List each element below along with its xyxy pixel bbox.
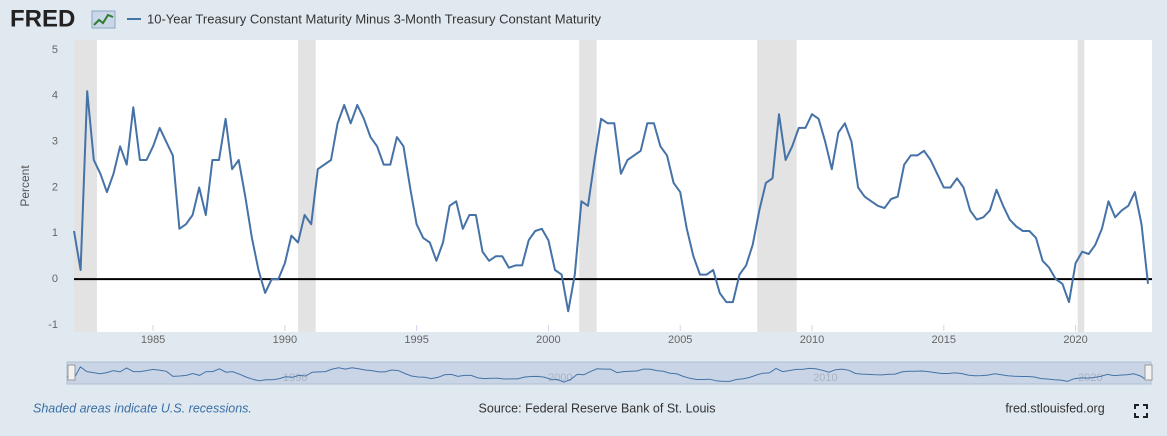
recession-band bbox=[1077, 40, 1085, 332]
x-tick-label: 1995 bbox=[404, 334, 428, 346]
y-tick-label: 2 bbox=[52, 181, 58, 193]
navigator-label: 1990 bbox=[283, 372, 307, 384]
x-tick-label: 1985 bbox=[141, 334, 165, 346]
navigator-line bbox=[66, 366, 1148, 383]
y-axis-label: Percent bbox=[18, 165, 32, 207]
recession-band bbox=[298, 40, 316, 332]
logo: FRED bbox=[10, 5, 75, 32]
x-tick-label: 1990 bbox=[273, 334, 297, 346]
source: Source: Federal Reserve Bank of St. Loui… bbox=[479, 401, 716, 415]
y-tick-label: 0 bbox=[52, 273, 58, 285]
recession-band bbox=[757, 40, 797, 332]
navigator-handle[interactable] bbox=[1144, 364, 1153, 381]
y-tick-label: 1 bbox=[52, 227, 58, 239]
navigator bbox=[66, 361, 1152, 385]
y-tick-label: 4 bbox=[52, 90, 58, 102]
navigator-handle[interactable] bbox=[67, 364, 76, 381]
recession-note: Shaded areas indicate U.S. recessions. bbox=[33, 401, 252, 415]
y-tick-label: 3 bbox=[52, 136, 58, 148]
y-tick-label: 5 bbox=[52, 44, 58, 56]
y-tick-label: -1 bbox=[48, 319, 58, 331]
plot-area bbox=[74, 40, 1152, 332]
logo-icon bbox=[91, 10, 116, 29]
fullscreen-button[interactable] bbox=[1134, 404, 1148, 418]
legend-label: 10-Year Treasury Constant Maturity Minus… bbox=[147, 11, 601, 26]
navigator-label: 2000 bbox=[548, 372, 572, 384]
series-line bbox=[73, 90, 1149, 313]
recession-band bbox=[579, 40, 597, 332]
recession-band bbox=[74, 40, 97, 332]
x-tick-label: 2005 bbox=[668, 334, 692, 346]
x-tick-label: 2000 bbox=[536, 334, 560, 346]
plot: -1 0 1 2 3 4 5 1985 1990 1995 2000 2005 2010 2015 2020 bbox=[48, 40, 1152, 346]
navigator-label: 2010 bbox=[813, 372, 837, 384]
x-tick-label: 2015 bbox=[932, 334, 956, 346]
navigator-series: 1990 2000 2010 2020 bbox=[66, 366, 1148, 384]
site-url[interactable]: fred.stlouisfed.org bbox=[1005, 401, 1104, 415]
x-tick-label: 2010 bbox=[800, 334, 824, 346]
x-tick-label: 2020 bbox=[1063, 334, 1087, 346]
